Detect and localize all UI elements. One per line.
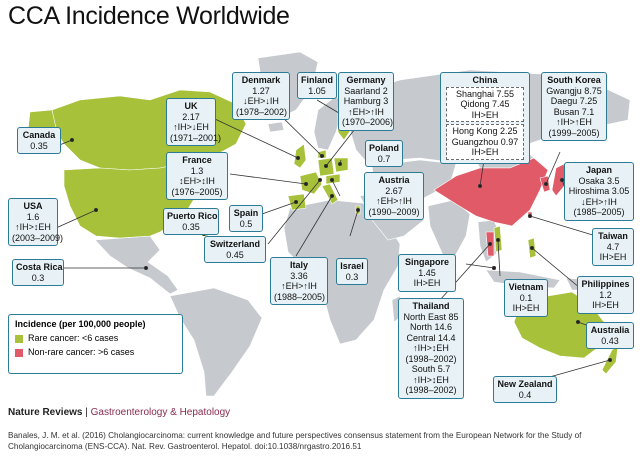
box-usa: USA 1.6 ↑IH>↕EH (2003–2009) — [8, 198, 63, 246]
box-australia: Australia 0.43 — [586, 322, 634, 349]
box-south-korea: South Korea Gwangju 8.75 Daegu 7.25 Busa… — [541, 72, 607, 141]
box-austria: Austria 2.67 ↑EH>↑IH (1990–2009) — [364, 172, 424, 220]
scandinavia — [313, 95, 345, 151]
box-italy: Italy 3.36 ↑EH>↑IH (1988–2005) — [270, 257, 328, 305]
iceland — [267, 121, 285, 133]
italy-land — [321, 183, 339, 205]
uk-land — [293, 143, 307, 169]
journal-credit: Nature Reviews | Gastroenterology & Hepa… — [8, 407, 231, 418]
box-switzerland: Switzerland 0.45 — [204, 236, 266, 263]
box-singapore: Singapore 1.45 IH>EH — [398, 254, 456, 292]
south-america — [169, 287, 263, 397]
box-philippines: Philippines 1.2 IH>EH — [577, 276, 634, 314]
box-poland: Poland 0.7 — [365, 140, 403, 167]
box-thailand: Thailand North East 85 North 14.6 Centra… — [398, 298, 464, 399]
box-costa-rica: Costa Rica 0.3 — [12, 259, 64, 286]
legend-swatch-rare — [15, 334, 23, 343]
box-japan: Japan Osaka 3.5 Hiroshima 3.05 ↓EH>↑IH (… — [564, 162, 634, 221]
box-china: China Shanghai 7.55 Qidong 7.45 IH>EH Ho… — [440, 72, 530, 164]
box-canada: Canada 0.35 — [17, 127, 61, 154]
box-spain: Spain 0.5 — [229, 205, 263, 232]
legend-swatch-non-rare — [15, 348, 23, 357]
box-vietnam: Vietnam 0.1 IH>EH — [504, 279, 548, 317]
legend-item-non-rare: Non-rare cancer: >6 cases — [15, 347, 176, 358]
box-israel: Israel 0.3 — [336, 258, 368, 285]
china-land — [433, 157, 549, 227]
france-land — [299, 171, 323, 195]
china-group-north: Shanghai 7.55 Qidong 7.45 IH>EH — [446, 86, 524, 122]
japan-land — [551, 163, 567, 197]
box-new-zealand: New Zealand 0.4 — [493, 376, 557, 403]
box-denmark: Denmark 1.27 ↓EH>↓IH (1978–2002) — [232, 72, 290, 120]
map-title: CCA Incidence Worldwide — [8, 2, 290, 30]
box-puerto-rico: Puerto Rico 0.35 — [163, 208, 219, 235]
box-finland: Finland 1.05 — [297, 72, 337, 99]
china-group-south: Hong Kong 2.25 Guangzhou 0.97 IH>EH — [446, 124, 524, 160]
india — [427, 199, 471, 263]
legend: Incidence (per 100,000 people) Rare canc… — [8, 314, 183, 374]
box-uk: UK 2.17 ↑IH>↓EH (1971–2001) — [166, 98, 221, 146]
legend-item-rare: Rare cancer: <6 cases — [15, 333, 176, 344]
box-france: France 1.3 ↕EH>↕IH (1976–2005) — [166, 152, 228, 200]
citation: Banales, J. M. et al. (2016) Cholangioca… — [8, 431, 582, 451]
box-germany: Germany Saarland 2 Hamburg 3 ↑EH>↑IH (19… — [338, 72, 394, 131]
box-taiwan: Taiwan 4.7 IH>EH — [592, 228, 634, 266]
mexico — [94, 235, 179, 295]
